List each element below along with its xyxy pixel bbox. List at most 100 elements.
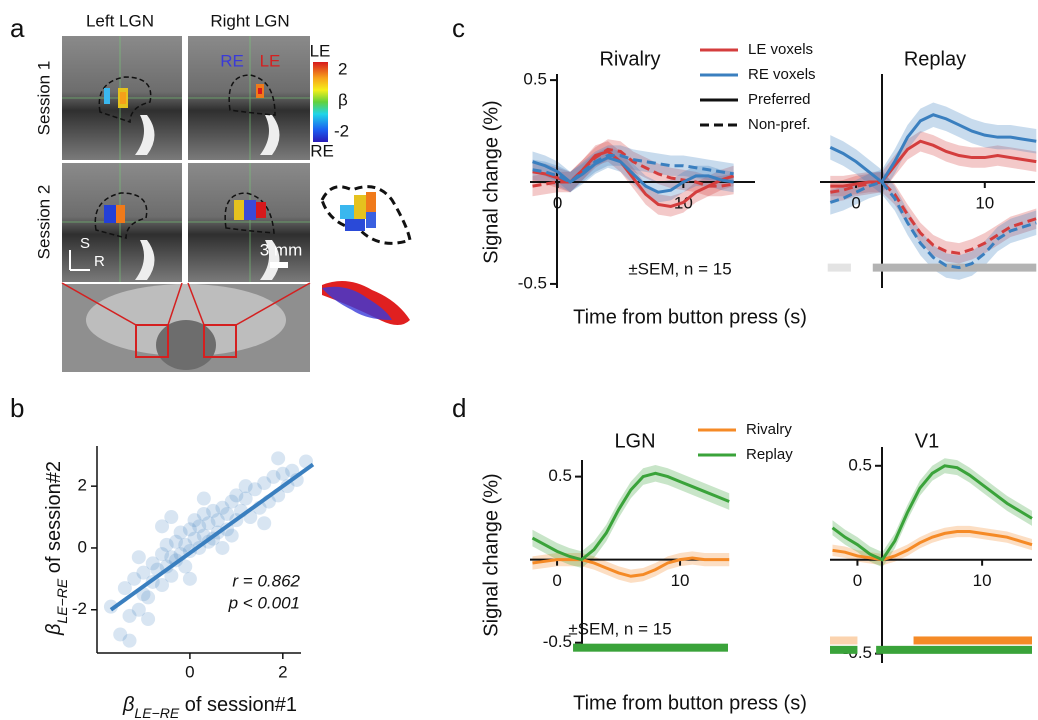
sem-band (830, 171, 1037, 264)
legend-label: Non-pref. (748, 116, 811, 133)
point (178, 559, 193, 574)
annotation: p < 0.001 (228, 593, 300, 612)
point (141, 590, 156, 605)
x-tick-label: 0 (185, 662, 194, 681)
x-tick-label: 0 (552, 571, 561, 590)
axis-label-text: of session#2 (43, 461, 65, 579)
axis-label-subscript: LE−RE (54, 578, 70, 623)
point (201, 516, 216, 531)
y-tick-label: -0.5 (518, 273, 547, 292)
point (257, 476, 272, 491)
point (215, 500, 230, 515)
x-tick-label: 10 (671, 571, 690, 590)
point (196, 491, 211, 506)
point (182, 522, 197, 537)
point (271, 451, 286, 466)
annotation: ±SEM, n = 15 (568, 619, 671, 638)
eye-label: RE (220, 51, 244, 70)
point (220, 506, 235, 521)
point (164, 510, 179, 525)
point (182, 571, 197, 586)
point (127, 571, 142, 586)
sem-band (830, 169, 1037, 280)
point (164, 550, 179, 565)
point (103, 599, 118, 614)
x-axis-label: Time from button press (s) (573, 306, 807, 328)
chart-title: V1 (915, 430, 939, 452)
point (117, 581, 132, 596)
orientation-label: R (94, 253, 105, 270)
column-label: Right LGN (210, 11, 289, 30)
orientation-label: S (80, 235, 90, 252)
mri-images (61, 36, 412, 372)
axis-label-text: of session#1 (179, 694, 297, 716)
point (224, 494, 239, 509)
fit-line (109, 462, 315, 612)
point (210, 513, 225, 528)
legend-label: Replay (746, 446, 793, 463)
point (187, 531, 202, 546)
panel-label: a (10, 13, 25, 43)
colorbar-label: β (338, 90, 348, 109)
colorbar-tick: 2 (338, 59, 347, 78)
scale-bar-label: 3 mm (260, 240, 303, 259)
line (532, 556, 730, 578)
y-tick-label: 0.5 (848, 455, 872, 474)
line (831, 464, 1033, 562)
point (215, 540, 230, 555)
panel-label: c (452, 13, 465, 43)
significance-bar (913, 636, 1032, 645)
chart-title: Replay (904, 48, 966, 70)
axis-label: βLE−RE of session#1 (122, 694, 297, 720)
significance-bar (830, 645, 858, 654)
y-tick-label: -0.5 (543, 632, 572, 651)
eye-label: LE (260, 51, 281, 70)
line (532, 147, 734, 188)
y-tick-label: 0.5 (523, 70, 547, 89)
y-tick-label: 0 (78, 537, 87, 556)
point (168, 534, 183, 549)
point (131, 602, 146, 617)
line (830, 180, 1037, 255)
point (285, 463, 300, 478)
annotation: r = 0.862 (232, 571, 300, 590)
y-axis-label: Signal change (%) (480, 473, 502, 636)
x-tick-label: 10 (975, 194, 994, 213)
significance-bar (876, 645, 1032, 654)
point (173, 525, 188, 540)
point (164, 568, 179, 583)
point (229, 488, 244, 503)
point (141, 612, 156, 627)
panel-label: b (10, 393, 24, 423)
axis-label-symbol: β (43, 624, 65, 636)
x-tick-label: 0 (853, 571, 862, 590)
point (159, 537, 174, 552)
line (830, 139, 1037, 188)
x-tick-label: 0 (851, 194, 860, 213)
axis-label-symbol: β (122, 694, 134, 716)
point (155, 578, 170, 593)
line (531, 471, 730, 562)
point (122, 633, 137, 648)
point (257, 516, 272, 531)
axis-label-subscript: LE−RE (134, 705, 179, 720)
sem-band (532, 464, 730, 568)
point (224, 528, 239, 543)
point (196, 506, 211, 521)
axis-label: βLE−RE of session#2 (43, 461, 69, 636)
point (238, 491, 253, 506)
legend-label: RE voxels (748, 66, 816, 83)
sem-band (532, 145, 734, 193)
row-label: Session 2 (34, 185, 53, 260)
point (131, 550, 146, 565)
point (266, 469, 281, 484)
line (829, 180, 1037, 270)
significance-bar (827, 263, 851, 272)
x-tick-label: 0 (553, 194, 562, 213)
chart-title: LGN (614, 430, 655, 452)
column-label: Left LGN (86, 11, 154, 30)
line (829, 113, 1037, 185)
legend-label: Preferred (748, 91, 811, 108)
x-axis-label: Time from button press (s) (573, 692, 807, 714)
